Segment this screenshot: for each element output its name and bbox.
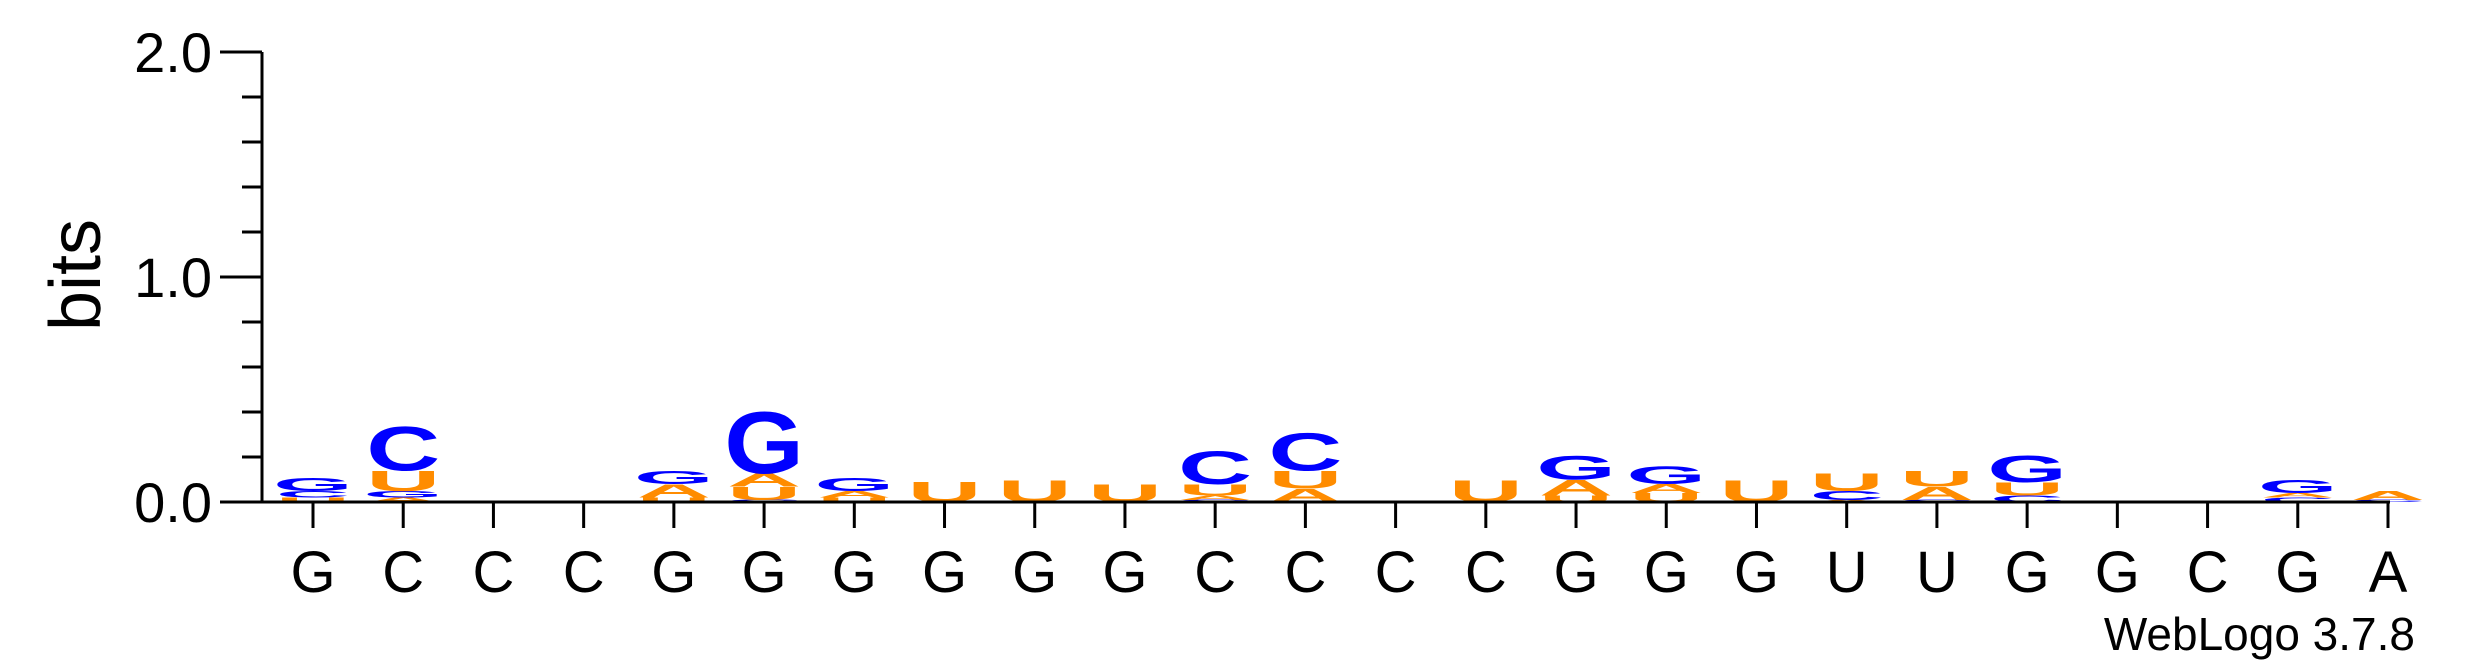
logo-glyph-u: U — [1268, 466, 1342, 494]
logo-glyph-c: C — [1268, 423, 1342, 482]
logo-glyph-a: A — [817, 489, 891, 499]
x-tick-label: G — [2005, 540, 2050, 605]
x-tick-label: C — [1465, 540, 1507, 605]
logo-glyph-g: G — [724, 394, 804, 492]
x-tick-label: C — [472, 540, 514, 605]
y-ticks: 0.0 1.0 2.0 — [134, 21, 262, 534]
logo-glyph-g: G — [363, 489, 443, 499]
logo-glyph-u: U — [1178, 481, 1252, 499]
logo-glyph-a: A — [637, 480, 711, 501]
logo-glyph-a: A — [1629, 482, 1703, 496]
logo-glyph-c: C — [1810, 489, 1884, 503]
logo-glyph-u: U — [276, 496, 350, 503]
logo-glyph-a: A — [2351, 489, 2425, 503]
logo-glyph-c: C — [366, 414, 440, 484]
logo-glyph-g: G — [273, 474, 353, 495]
logo-glyph-u: U — [1990, 478, 2064, 499]
x-tick-label: G — [651, 540, 696, 605]
logo-glyph-g: G — [634, 467, 714, 488]
x-tick-label: G — [290, 540, 335, 605]
x-tick-label: G — [2095, 540, 2140, 605]
logo-glyph-a: A — [366, 496, 440, 503]
x-tick-label: A — [2369, 540, 2408, 605]
y-tick-label: 1.0 — [134, 246, 212, 309]
x-tick-label: C — [2187, 540, 2229, 605]
x-tick-label: U — [1916, 540, 1958, 605]
x-tick-label: G — [1012, 540, 1057, 605]
x-tick-label: G — [832, 540, 877, 605]
x-tick-label: G — [2275, 540, 2320, 605]
x-tick-label: C — [1284, 540, 1326, 605]
logo-glyph-a: A — [2261, 492, 2335, 499]
logo-glyph-g: G — [2258, 476, 2338, 497]
logo-glyph-c: C — [276, 489, 350, 499]
logo-glyph-c: C — [1990, 494, 2064, 504]
x-tick-label: G — [1102, 540, 1147, 605]
logo-glyph-g: G — [1987, 448, 2067, 490]
logo-glyph-u: U — [817, 496, 891, 503]
logo-glyph-c: C — [2261, 496, 2335, 503]
logo-glyph-c: C — [1178, 441, 1252, 494]
logo-glyph-a: A — [727, 469, 801, 490]
x-tick-label: U — [1826, 540, 1868, 605]
weblogo-credit: WebLogo 3.7.8 — [2104, 608, 2415, 660]
logo-glyph-u: U — [727, 483, 801, 504]
x-tick-label: C — [563, 540, 605, 605]
logo-glyph-u: U — [637, 496, 711, 503]
x-tick-label: G — [1734, 540, 1779, 605]
y-tick-label: 0.0 — [134, 471, 212, 534]
logo-glyph-u: U — [366, 465, 440, 497]
x-tick-label: C — [1194, 540, 1236, 605]
logo-glyph-a: A — [1178, 494, 1252, 501]
logo-glyph-u: U — [1810, 468, 1884, 496]
logo-glyph-u: U — [1539, 494, 1613, 504]
logo-glyph-g: G — [814, 474, 894, 495]
x-tick-label: G — [1644, 540, 1689, 605]
y-axis-label: bits — [36, 219, 116, 331]
x-tick-label: G — [922, 540, 967, 605]
logo-glyph-g: G — [1536, 449, 1616, 487]
x-tick-label: C — [382, 540, 424, 605]
logo-glyph-u: U — [1900, 466, 1974, 491]
logo-glyph-a: A — [1539, 475, 1613, 500]
logo-glyph-g: G — [1626, 461, 1706, 489]
x-tick-label: G — [1553, 540, 1598, 605]
x-tick-label: C — [1375, 540, 1417, 605]
x-tick-label: G — [742, 540, 787, 605]
logo-glyph-a: A — [1900, 483, 1974, 504]
y-tick-label: 2.0 — [134, 21, 212, 84]
